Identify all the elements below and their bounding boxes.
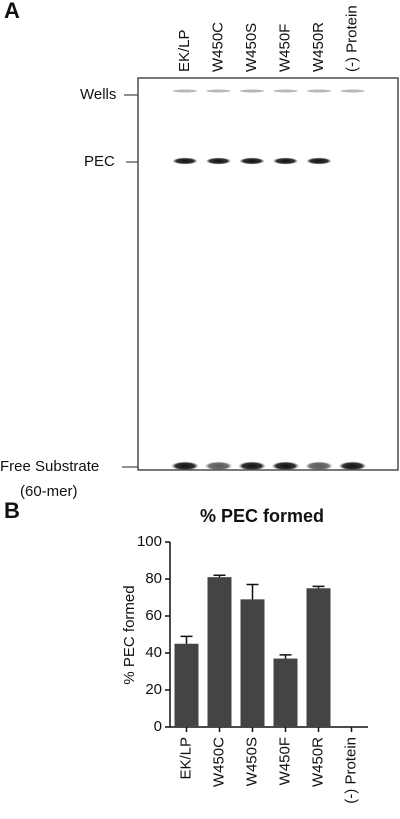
panel-label: A: [4, 0, 20, 23]
pec-band: [272, 157, 299, 165]
substrate-band: [171, 461, 199, 471]
bar: [273, 658, 298, 727]
substrate-band: [305, 461, 333, 471]
y-tick-label: 40: [145, 644, 162, 661]
well-band: [240, 89, 264, 93]
bar: [240, 599, 265, 727]
y-tick-label: 80: [145, 570, 162, 587]
substrate-band: [204, 461, 233, 471]
substrate-band: [271, 461, 300, 471]
y-tick-label: 60: [145, 607, 162, 624]
lane-label: W450C: [209, 22, 226, 72]
error-bar: [279, 654, 292, 659]
y-tick-label: 20: [145, 681, 162, 698]
error-bar: [312, 585, 325, 589]
pec-band: [205, 157, 232, 165]
error-bar: [213, 574, 226, 578]
marker-label: Free Substrate: [0, 458, 99, 475]
marker-label: (60-mer): [20, 483, 78, 500]
error-bar: [246, 583, 259, 600]
y-tick-label: 100: [137, 533, 162, 550]
x-tick-label: W450R: [309, 737, 326, 787]
pec-band: [239, 157, 265, 165]
x-tick-label: W450S: [243, 737, 260, 786]
substrate-band: [338, 461, 367, 471]
substrate-band: [238, 461, 266, 471]
pec-band: [172, 157, 198, 165]
bar: [207, 577, 232, 727]
marker-label: Wells: [80, 86, 116, 103]
error-bar: [180, 635, 193, 644]
y-tick-label: 0: [154, 718, 162, 735]
well-band: [307, 89, 331, 93]
well-band: [340, 89, 365, 93]
chart-title: % PEC formed: [200, 506, 324, 526]
pec-band: [306, 157, 332, 165]
well-band: [273, 89, 298, 93]
lane-label: EK/LP: [176, 29, 193, 72]
x-tick-label: W450F: [276, 737, 293, 785]
lane-label: W450S: [243, 23, 260, 72]
lane-label: W450R: [310, 22, 327, 72]
well-band: [173, 89, 197, 93]
well-band: [206, 89, 231, 93]
marker-label: PEC: [84, 153, 115, 170]
bar: [306, 588, 331, 727]
x-tick-label: (-) Protein: [342, 737, 359, 804]
lane-label: W450F: [276, 24, 293, 72]
x-tick-label: W450C: [210, 737, 227, 787]
lane-label: (-) Protein: [343, 5, 360, 72]
y-axis-label: % PEC formed: [121, 585, 138, 684]
gel: [137, 77, 399, 471]
x-tick-label: EK/LP: [177, 737, 194, 780]
bar: [174, 643, 199, 727]
panel-label: B: [4, 498, 20, 523]
